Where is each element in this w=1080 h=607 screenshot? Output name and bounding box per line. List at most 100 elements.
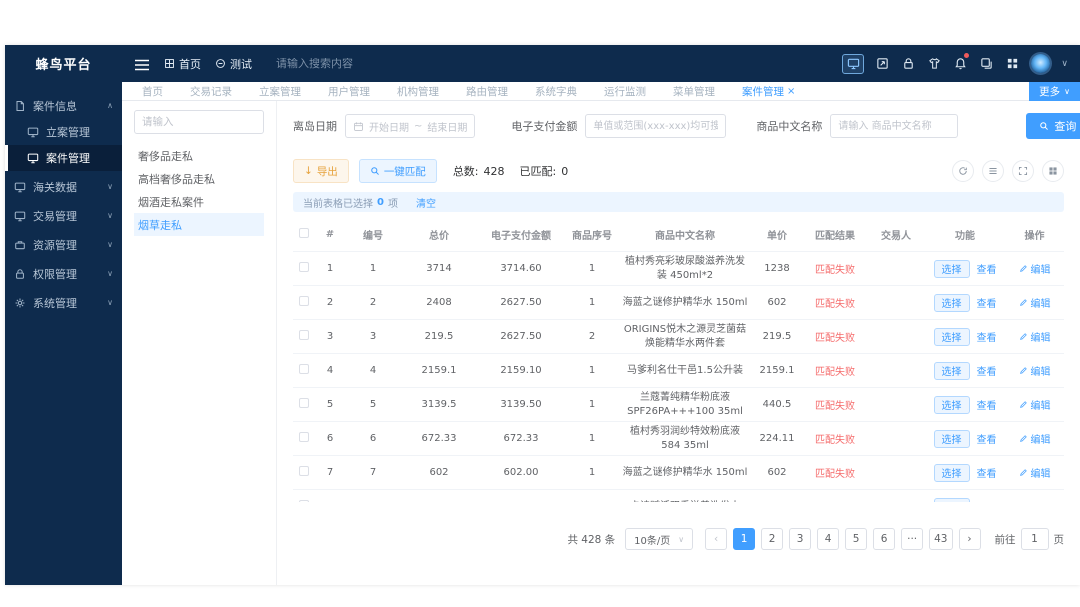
layers-icon[interactable]	[979, 56, 994, 71]
view-link[interactable]: 查看	[976, 469, 997, 480]
density-icon[interactable]	[982, 160, 1004, 182]
goto-page-input[interactable]	[1020, 528, 1049, 550]
page-button[interactable]: 2	[761, 528, 784, 550]
select-button[interactable]: 选择	[933, 497, 970, 502]
edit-link[interactable]: 编辑	[1019, 465, 1051, 480]
column-settings-icon[interactable]	[1042, 160, 1064, 182]
edit-link[interactable]: 编辑	[1019, 431, 1051, 446]
tab[interactable]: 菜单管理 ×	[673, 84, 715, 99]
hamburger-icon[interactable]	[134, 57, 150, 71]
row-checkbox[interactable]	[299, 432, 309, 442]
select-button[interactable]: 选择	[933, 327, 970, 346]
select-button[interactable]: 选择	[933, 361, 970, 380]
tab[interactable]: 用户管理 ×	[328, 84, 370, 99]
page-button[interactable]: 43	[929, 528, 953, 550]
select-button[interactable]: 选择	[933, 395, 970, 414]
case-type-item[interactable]: 高档奢侈品走私	[138, 172, 215, 186]
page-button[interactable]: 3	[789, 528, 812, 550]
select-all-checkbox[interactable]	[299, 228, 309, 238]
row-checkbox[interactable]	[299, 466, 309, 476]
select-button[interactable]: 选择	[933, 463, 970, 482]
view-link[interactable]: 查看	[976, 333, 997, 344]
more-tabs-button[interactable]: 更多 ∨	[1029, 81, 1080, 101]
sidebar-item-label: 资源管理	[33, 238, 77, 252]
avatar[interactable]	[1031, 54, 1051, 73]
edit-link[interactable]: 编辑	[1019, 397, 1051, 412]
case-search-input[interactable]	[134, 110, 264, 134]
edit-link[interactable]: 编辑	[1019, 261, 1051, 276]
view-link[interactable]: 查看	[976, 367, 997, 378]
tab[interactable]: 立案管理 ×	[259, 84, 301, 99]
prev-page-button[interactable]: ‹	[705, 528, 728, 550]
tab[interactable]: 机构管理 ×	[397, 84, 439, 99]
case-type-item[interactable]: 奢侈品走私	[138, 149, 193, 163]
row-checkbox[interactable]	[299, 364, 309, 374]
sidebar-item-resource-management[interactable]: 资源管理 ∨	[5, 231, 122, 258]
close-icon[interactable]: ×	[787, 85, 796, 97]
page-button[interactable]: ···	[901, 528, 924, 550]
view-link[interactable]: 查看	[976, 401, 997, 412]
bell-icon[interactable]	[953, 53, 970, 71]
amount-input[interactable]	[585, 114, 727, 138]
select-button[interactable]: 选择	[933, 259, 970, 278]
tab[interactable]: 系统字典 ×	[535, 84, 577, 99]
sidebar-item-trade-management[interactable]: 交易管理 ∨	[5, 202, 122, 229]
screenshot-icon[interactable]	[875, 56, 890, 71]
case-type-item[interactable]: 烟草走私	[134, 213, 264, 236]
view-link[interactable]: 查看	[977, 499, 997, 502]
total-value: 428	[483, 164, 505, 178]
edit-link[interactable]: 编辑	[1019, 295, 1051, 310]
chevron-down-icon[interactable]: ∨	[1061, 58, 1068, 69]
table-row: 2 2 2408 2627.50 1 海蓝之谜修护精华水 150ml 602 匹…	[293, 286, 1064, 320]
edit-link[interactable]: 编辑	[1019, 363, 1051, 378]
edit-link[interactable]: 编辑	[1019, 329, 1051, 344]
sidebar-item-customs-data[interactable]: 海关数据 ∨	[5, 173, 122, 200]
page-button[interactable]: 6	[873, 528, 896, 550]
row-checkbox[interactable]	[299, 296, 309, 306]
clear-selection-link[interactable]: 清空	[415, 198, 436, 210]
sidebar-item-label: 海关数据	[33, 180, 77, 194]
row-checkbox[interactable]	[299, 262, 309, 272]
nav-home[interactable]: 首页	[164, 56, 201, 72]
next-page-button[interactable]: ›	[958, 528, 981, 550]
case-type-item[interactable]: 烟酒走私案件	[138, 195, 204, 209]
page-button[interactable]: 4	[817, 528, 840, 550]
sidebar-item-filing-management[interactable]: 立案管理	[5, 119, 122, 145]
theme-shirt-icon[interactable]	[927, 56, 942, 71]
global-search-input[interactable]	[276, 57, 406, 70]
sidebar-item-system-management[interactable]: 系统管理 ∨	[5, 289, 122, 316]
view-link[interactable]: 查看	[976, 299, 997, 310]
monitor-icon[interactable]	[842, 53, 865, 74]
sidebar-item-permission-management[interactable]: 权限管理 ∨	[5, 260, 122, 287]
export-button[interactable]: ↓ 导出	[293, 159, 349, 183]
one-click-match-button[interactable]: 一键匹配	[358, 159, 437, 183]
tab[interactable]: 案件管理 ×	[742, 84, 795, 99]
page-size-select[interactable]: 10条/页 ∨	[625, 528, 694, 550]
search-button[interactable]: 查询	[1026, 113, 1080, 139]
tab[interactable]: 首页 ×	[142, 84, 163, 99]
refresh-icon[interactable]	[952, 160, 974, 182]
edit-link[interactable]: 编辑	[1019, 499, 1051, 502]
tab[interactable]: 路由管理 ×	[466, 84, 508, 99]
tab[interactable]: 交易记录 ×	[190, 84, 232, 99]
date-range-picker[interactable]: 开始日期 ~ 结束日期	[345, 114, 476, 138]
row-checkbox[interactable]	[299, 330, 309, 340]
tab[interactable]: 运行监测 ×	[604, 84, 646, 99]
apps-grid-icon[interactable]	[1005, 56, 1020, 71]
product-name-input[interactable]	[830, 114, 959, 138]
sidebar-item-case-info[interactable]: 案件信息 ∧	[5, 92, 122, 119]
row-checkbox[interactable]	[299, 398, 309, 408]
pagination-total-value: 428	[581, 533, 602, 546]
page-button[interactable]: 1	[733, 528, 756, 550]
sidebar-item-case-management[interactable]: 案件管理	[5, 145, 122, 171]
nav-test[interactable]: 测试	[215, 56, 252, 72]
row-checkbox[interactable]	[299, 500, 309, 502]
view-link[interactable]: 查看	[976, 265, 997, 276]
view-link[interactable]: 查看	[976, 435, 997, 446]
chevron-down-icon: ∨	[107, 240, 113, 249]
fullscreen-icon[interactable]	[1012, 160, 1034, 182]
select-button[interactable]: 选择	[933, 293, 970, 312]
page-button[interactable]: 5	[845, 528, 868, 550]
lock-icon[interactable]	[901, 56, 916, 71]
select-button[interactable]: 选择	[933, 429, 970, 448]
